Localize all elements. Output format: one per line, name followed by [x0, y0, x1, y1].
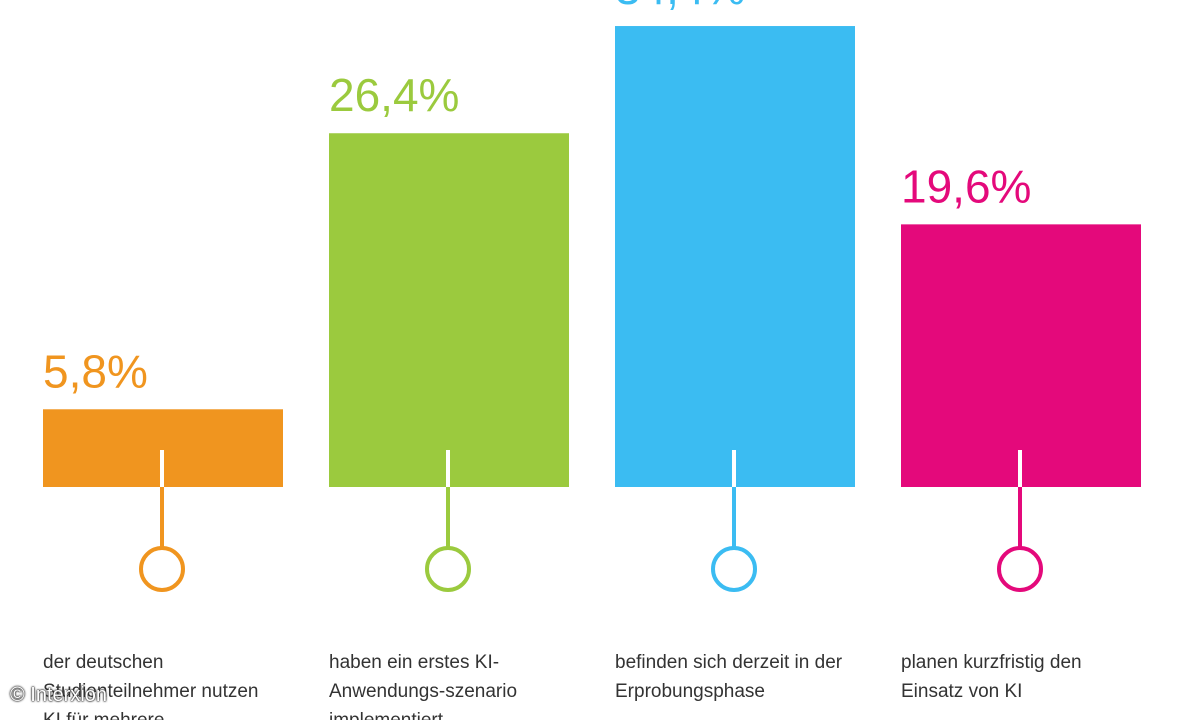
stem-circle	[139, 546, 185, 592]
value-label: 34,4%	[615, 0, 745, 14]
bar	[615, 26, 855, 487]
bar-description: der deutschen Studienteilnehmer nutzen K…	[43, 652, 259, 720]
bar	[901, 224, 1141, 488]
stem-circle	[425, 546, 471, 592]
bar	[329, 133, 569, 488]
bar-description: befinden sich derzeit in der Erprobungsp…	[615, 652, 843, 702]
bar-description: planen kurzfristig den Einsatz von KI	[901, 652, 1082, 702]
value-label: 19,6%	[901, 160, 1031, 212]
copyright: © Interxion	[10, 684, 108, 706]
bar-description: haben ein erstes KI-Anwendungs-szenario …	[329, 652, 518, 720]
value-label: 5,8%	[43, 345, 148, 397]
stem-circle	[997, 546, 1043, 592]
stem-circle	[711, 546, 757, 592]
value-label: 26,4%	[329, 69, 459, 121]
